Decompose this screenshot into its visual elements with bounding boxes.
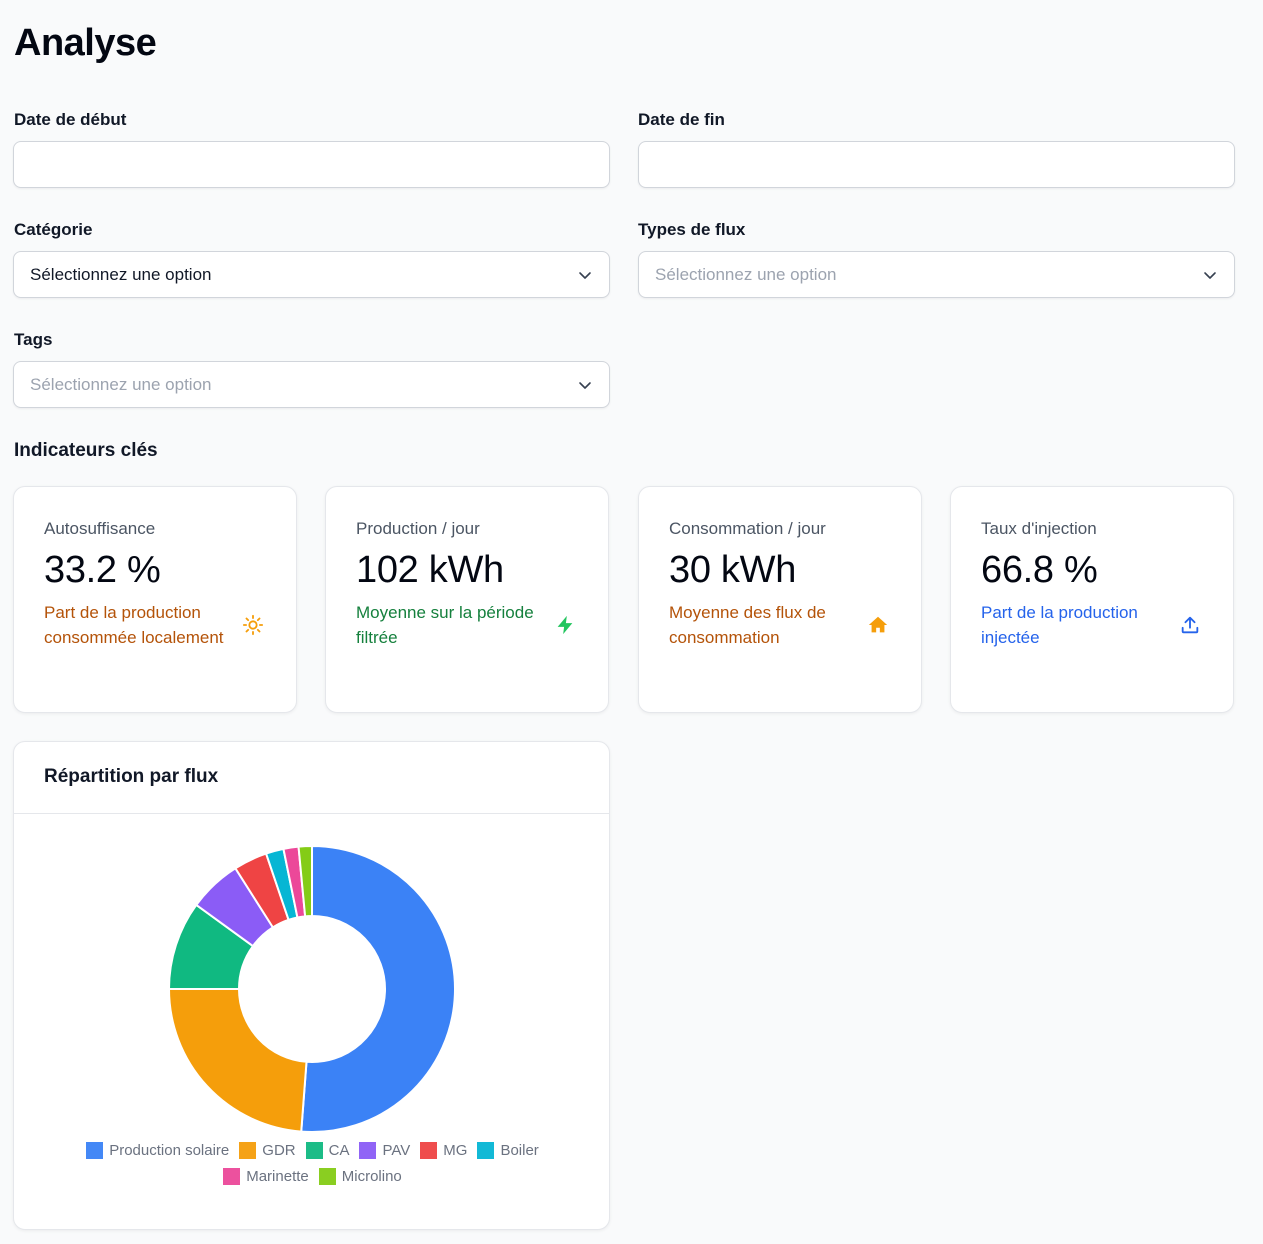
donut-slice-production-solaire[interactable] bbox=[300, 844, 456, 1133]
legend-swatch bbox=[223, 1168, 241, 1185]
legend-label: CA bbox=[328, 1142, 350, 1159]
kpi-label: Consommation / jour bbox=[669, 519, 826, 538]
chevron-down-icon bbox=[579, 381, 591, 389]
kpi-value: 102 kWh bbox=[356, 549, 504, 591]
legend-item[interactable]: MG bbox=[420, 1142, 467, 1159]
legend-label: GDR bbox=[262, 1142, 296, 1159]
legend-item[interactable]: Marinette bbox=[223, 1168, 309, 1185]
kpi-section-title: Indicateurs clés bbox=[14, 440, 158, 461]
legend-label: MG bbox=[443, 1142, 468, 1159]
flow-types-select-placeholder: Sélectionnez une option bbox=[655, 264, 837, 284]
kpi-card-injection: Taux d'injection 66.8 % Part de la produ… bbox=[950, 486, 1234, 713]
kpi-description: Moyenne sur la période filtrée bbox=[356, 603, 534, 647]
legend-swatch bbox=[318, 1168, 336, 1185]
kpi-card-production: Production / jour 102 kWh Moyenne sur la… bbox=[325, 486, 609, 713]
start-date-input[interactable] bbox=[13, 141, 610, 188]
legend-swatch bbox=[239, 1142, 257, 1159]
chart-legend: Production solaire GDR CA PAV MG Boiler Marine… bbox=[14, 1142, 611, 1185]
legend-swatch bbox=[86, 1142, 104, 1159]
kpi-card-autosufficiency: Autosuffisance 33.2 % Part de la product… bbox=[13, 486, 297, 713]
donut-slice-gdr[interactable] bbox=[167, 988, 308, 1133]
legend-swatch bbox=[477, 1142, 495, 1159]
tags-select-placeholder: Sélectionnez une option bbox=[30, 374, 212, 394]
chevron-down-icon bbox=[579, 271, 591, 279]
sun-icon bbox=[240, 612, 266, 638]
upload-icon bbox=[1177, 612, 1203, 638]
legend-item[interactable]: PAV bbox=[359, 1142, 410, 1159]
category-label: Catégorie bbox=[14, 220, 93, 239]
legend-swatch bbox=[305, 1142, 323, 1159]
start-date-label: Date de début bbox=[14, 110, 127, 129]
kpi-label: Production / jour bbox=[356, 519, 480, 538]
kpi-value: 66.8 % bbox=[981, 549, 1098, 591]
legend-item[interactable]: Production solaire bbox=[86, 1142, 229, 1159]
category-select[interactable]: Sélectionnez une option bbox=[13, 251, 610, 298]
legend-item[interactable]: Boiler bbox=[477, 1142, 539, 1159]
tags-select[interactable]: Sélectionnez une option bbox=[13, 361, 610, 408]
chart-title: Répartition par flux bbox=[14, 742, 609, 814]
donut-slice-microlino[interactable] bbox=[297, 844, 313, 918]
kpi-description: Moyenne des flux de consommation bbox=[669, 603, 826, 647]
bolt-icon bbox=[552, 612, 578, 638]
legend-label: Microlino bbox=[341, 1168, 402, 1185]
legend-label: PAV bbox=[382, 1142, 411, 1159]
kpi-label: Autosuffisance bbox=[44, 519, 156, 538]
kpi-label: Taux d'injection bbox=[981, 519, 1097, 538]
flow-types-label: Types de flux bbox=[638, 220, 746, 239]
end-date-input[interactable] bbox=[638, 141, 1235, 188]
kpi-value: 33.2 % bbox=[44, 549, 161, 591]
home-icon bbox=[865, 612, 891, 638]
flow-types-select[interactable]: Sélectionnez une option bbox=[638, 251, 1235, 298]
kpi-card-consumption: Consommation / jour 30 kWh Moyenne des f… bbox=[638, 486, 922, 713]
donut-chart bbox=[167, 844, 456, 1133]
tags-label: Tags bbox=[14, 330, 53, 349]
legend-swatch bbox=[420, 1142, 438, 1159]
legend-label: Boiler bbox=[500, 1142, 539, 1159]
legend-label: Production solaire bbox=[109, 1142, 230, 1159]
kpi-description: Part de la production consommée localeme… bbox=[44, 603, 224, 647]
kpi-value: 30 kWh bbox=[669, 549, 797, 591]
legend-item[interactable]: CA bbox=[305, 1142, 350, 1159]
legend-item[interactable]: Microlino bbox=[318, 1168, 402, 1185]
legend-label: Marinette bbox=[246, 1168, 309, 1185]
page-title: Analyse bbox=[14, 22, 157, 64]
category-select-value: Sélectionnez une option bbox=[30, 264, 212, 284]
kpi-description: Part de la production injectée bbox=[981, 603, 1138, 647]
legend-item[interactable]: GDR bbox=[239, 1142, 296, 1159]
flow-distribution-card: Répartition par flux Production solaire G… bbox=[13, 741, 610, 1230]
legend-swatch bbox=[359, 1142, 377, 1159]
chevron-down-icon bbox=[1204, 271, 1216, 279]
end-date-label: Date de fin bbox=[638, 110, 725, 129]
